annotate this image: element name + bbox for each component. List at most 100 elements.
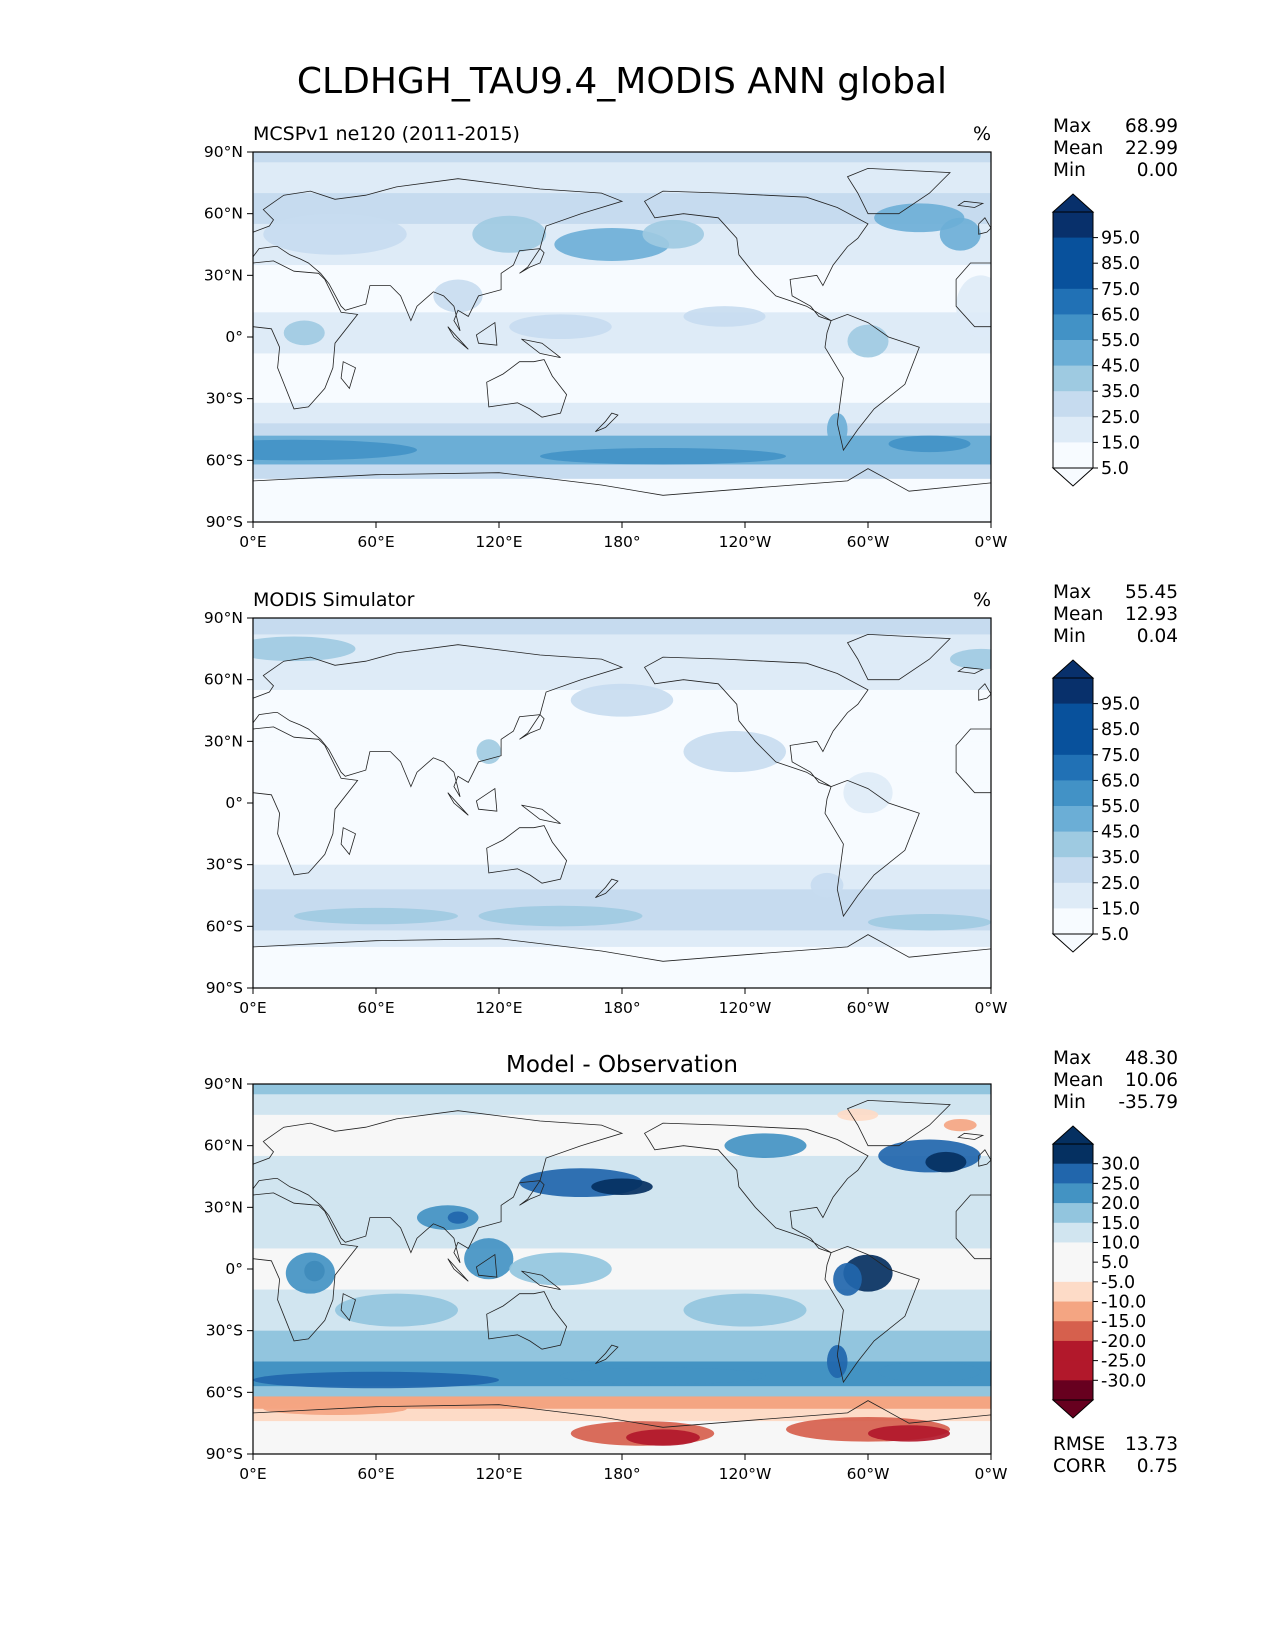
colorbar: 95.0 85.0 75.0 65.0 55.0 45.0 35.0 25.0 15.0 5.0 <box>1051 193 1140 487</box>
panel-units: % <box>973 123 991 145</box>
colorbar-tick-label: 20.0 <box>1101 1194 1140 1214</box>
field-band <box>253 823 991 866</box>
panel-2: MODIS Simulator % 0°E 60°E 120°E 180° 120°W 60°… <box>204 582 1178 1017</box>
colorbar-tick-label: -5.0 <box>1101 1273 1135 1293</box>
colorbar-tick-label: 85.0 <box>1101 254 1140 274</box>
coastline <box>846 1099 951 1147</box>
field-band <box>253 618 991 635</box>
coastline <box>475 321 498 346</box>
x-tick-label: 60°W <box>847 533 890 551</box>
x-tick-label: 0°E <box>239 533 266 551</box>
stat-label-rmse: RMSE <box>1053 1434 1105 1455</box>
colorbar-extend-min <box>1051 467 1095 487</box>
colorbar-extend-max <box>1051 193 1095 213</box>
field-contour <box>253 439 417 461</box>
y-tick-label: 60°S <box>206 1383 243 1401</box>
y-tick-label: 90°S <box>206 513 243 531</box>
field-band <box>253 864 991 890</box>
colorbar: 95.0 85.0 75.0 65.0 55.0 45.0 35.0 25.0 15.0 5.0 <box>1051 659 1140 953</box>
colorbar-segment <box>1053 908 1093 935</box>
field-contour <box>253 1371 499 1389</box>
coastline <box>340 827 356 856</box>
field-contour <box>540 448 786 465</box>
field-contour <box>888 435 971 453</box>
coastline <box>643 656 869 787</box>
colorbar-segment <box>1053 1144 1093 1165</box>
coastline <box>595 878 619 898</box>
field-band <box>253 1114 991 1136</box>
colorbar-segment <box>1053 212 1093 239</box>
field-contour <box>827 1345 848 1378</box>
field-contour <box>683 1293 807 1327</box>
colorbar-tick-label: 15.0 <box>1101 1214 1140 1234</box>
field-band <box>253 464 991 480</box>
colorbar-extend-min <box>1051 1399 1095 1419</box>
stat-value-mean: 10.06 <box>1125 1070 1178 1091</box>
x-tick-label: 0°E <box>239 1465 266 1483</box>
y-tick-label: 60°S <box>206 917 243 935</box>
y-tick-label: 60°S <box>206 451 243 469</box>
field-contour <box>810 872 844 898</box>
coastline <box>957 1132 985 1140</box>
colorbar-segment <box>1053 1360 1093 1381</box>
y-tick-label: 30°S <box>206 390 243 408</box>
stat-value-rmse: 13.73 <box>1125 1434 1178 1455</box>
colorbar: 30.025.020.015.010.05.0-5.0-10.0-15.0-20… <box>1051 1125 1146 1419</box>
field-band <box>253 423 991 437</box>
coastline <box>521 804 561 824</box>
stat-value-min: 0.00 <box>1137 160 1178 181</box>
y-tick-label: 30°S <box>206 856 243 874</box>
field-band <box>253 402 991 424</box>
panel-3: Model - Observation 0°E 60°E 120°E 180° 120°W… <box>204 1048 1178 1483</box>
x-tick-label: 60°W <box>847 999 890 1017</box>
colorbar-segment <box>1053 1203 1093 1224</box>
field-contour <box>335 1293 458 1327</box>
field-contour <box>447 1211 469 1224</box>
y-tick-label: 90°N <box>204 1075 243 1093</box>
colorbar-tick-label: -25.0 <box>1101 1352 1146 1372</box>
coastline <box>955 728 991 794</box>
x-tick-label: 60°E <box>357 533 394 551</box>
field-contour <box>433 279 483 313</box>
colorbar-tick-label: 5.0 <box>1101 459 1129 479</box>
colorbar-segment <box>1053 288 1093 315</box>
map-field <box>253 1084 991 1454</box>
panels: MCSPv1 ne120 (2011-2015) % 0°E 60°E 120°E 180… <box>204 116 1178 1483</box>
colorbar-segment <box>1053 442 1093 469</box>
field-contour <box>509 314 612 340</box>
panel-title: Model - Observation <box>506 1052 738 1078</box>
stat-value-mean: 12.93 <box>1125 604 1178 625</box>
stat-label-mean: Mean <box>1053 1070 1103 1091</box>
stat-value-max: 68.99 <box>1125 116 1178 137</box>
x-tick-label: 120°W <box>719 533 772 551</box>
map-field <box>253 618 991 988</box>
x-tick-label: 0°W <box>975 533 1008 551</box>
x-tick-label: 120°E <box>475 533 522 551</box>
coastline <box>521 338 561 358</box>
colorbar-segment <box>1053 1262 1093 1283</box>
colorbar-tick-label: 25.0 <box>1101 408 1140 428</box>
field-contour <box>956 275 991 337</box>
field-contour <box>847 324 889 358</box>
coastline <box>824 779 920 918</box>
field-contour <box>950 648 991 670</box>
colorbar-tick-label: 35.0 <box>1101 848 1140 868</box>
colorbar-tick-label: 55.0 <box>1101 797 1140 817</box>
colorbar-tick-label: -30.0 <box>1101 1371 1146 1391</box>
field-band <box>253 1135 991 1157</box>
coastline <box>955 262 991 328</box>
field-band <box>253 1094 991 1116</box>
coastline <box>595 412 619 432</box>
coastline <box>253 468 991 522</box>
colorbar-segment <box>1053 703 1093 730</box>
field-contour <box>827 413 848 446</box>
stat-value-max: 48.30 <box>1125 1048 1178 1069</box>
field-contour <box>683 306 766 327</box>
colorbar-tick-label: 25.0 <box>1101 1174 1140 1194</box>
coastline <box>978 683 991 701</box>
stat-label-min: Min <box>1053 160 1086 181</box>
field-band <box>253 353 991 404</box>
field-band <box>253 634 991 664</box>
field-contour <box>478 905 643 927</box>
